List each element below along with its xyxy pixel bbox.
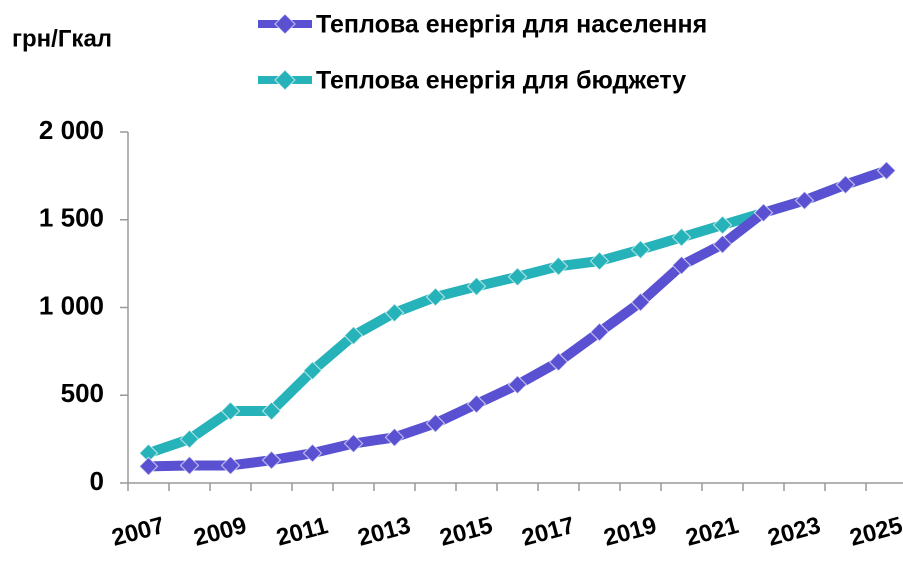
point-marker xyxy=(630,292,651,313)
point-marker xyxy=(261,401,282,421)
x-tick-label: 2019 xyxy=(601,512,660,552)
y-tick-label: 0 xyxy=(90,466,104,496)
point-marker xyxy=(302,443,323,464)
point-marker xyxy=(507,266,528,287)
point-marker xyxy=(343,325,364,346)
y-tick-label: 1 500 xyxy=(39,203,104,233)
point-marker xyxy=(589,322,610,342)
point-marker xyxy=(384,302,405,323)
point-marker xyxy=(671,227,692,248)
point-marker xyxy=(179,429,200,449)
point-marker xyxy=(835,174,856,195)
point-marker xyxy=(220,455,241,476)
point-marker xyxy=(671,255,692,276)
point-marker xyxy=(548,256,569,277)
point-marker xyxy=(425,413,446,434)
x-tick-label: 2025 xyxy=(847,512,903,552)
point-marker xyxy=(425,287,446,307)
y-tick-label: 1 000 xyxy=(39,290,104,320)
legend-label: Теплова енергія для населення xyxy=(316,11,707,39)
legend-label: Теплова енергія для бюджету xyxy=(316,67,686,95)
point-marker xyxy=(548,352,569,372)
point-marker xyxy=(589,251,610,271)
point-marker xyxy=(712,234,733,255)
point-marker xyxy=(507,374,528,395)
point-marker xyxy=(138,456,159,477)
point-marker xyxy=(261,450,282,471)
point-marker xyxy=(466,276,487,297)
x-tick-label: 2011 xyxy=(274,512,331,552)
y-tick-label: 500 xyxy=(61,378,104,408)
y-tick-label: 2 000 xyxy=(39,115,104,145)
x-tick-label: 2021 xyxy=(683,512,742,552)
point-marker xyxy=(343,433,364,454)
point-marker xyxy=(384,427,405,448)
y-axis-label: грн/Гкал xyxy=(12,25,112,52)
x-tick-label: 2013 xyxy=(355,512,414,552)
point-marker xyxy=(220,401,241,421)
x-tick-label: 2015 xyxy=(437,512,496,552)
series-line xyxy=(148,165,889,472)
point-marker xyxy=(753,202,774,223)
x-tick-label: 2023 xyxy=(765,512,824,552)
point-marker xyxy=(876,160,897,181)
point-marker xyxy=(712,215,733,235)
point-marker xyxy=(466,394,487,414)
point-marker xyxy=(794,190,815,211)
point-marker xyxy=(630,239,651,260)
x-tick-label: 2009 xyxy=(191,512,250,552)
legend-marker xyxy=(274,13,296,35)
x-tick-label: 2007 xyxy=(109,512,168,552)
point-marker xyxy=(302,360,323,381)
point-marker xyxy=(179,455,200,476)
legend-marker xyxy=(274,69,296,91)
x-tick-label: 2017 xyxy=(519,512,578,552)
